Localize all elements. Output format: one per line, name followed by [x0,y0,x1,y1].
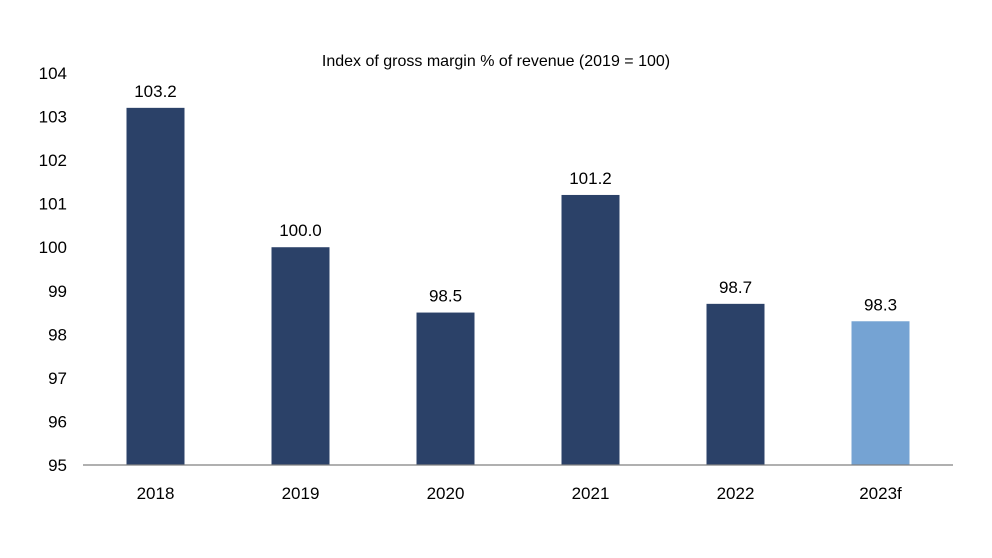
bar-2019 [271,247,330,465]
bar-2023f [851,321,910,465]
data-label-2022: 98.7 [719,278,752,297]
y-tick-label: 96 [48,412,67,431]
bars [126,107,910,465]
data-label-2021: 101.2 [569,169,612,188]
data-label-2023f: 98.3 [864,295,897,314]
y-tick-label: 101 [39,195,67,214]
y-tick-label: 99 [48,282,67,301]
x-tick-label: 2019 [282,484,320,503]
data-labels: 103.2 100.0 98.5 101.2 98.7 98.3 [134,82,897,314]
bar-2022 [706,303,765,465]
data-label-2020: 98.5 [429,287,462,306]
y-tick-label: 97 [48,369,67,388]
bar-2020 [416,312,475,465]
x-tick-label: 2020 [427,484,465,503]
x-tick-label: 2018 [137,484,175,503]
y-tick-label: 100 [39,238,67,257]
y-tick-label: 103 [39,108,67,127]
y-tick-label: 98 [48,325,67,344]
x-tick-label: 2023f [859,484,902,503]
y-tick-label: 104 [39,64,67,83]
x-axis-ticks: 2018 2019 2020 2021 2022 2023f [137,484,902,503]
chart-title: Index of gross margin % of revenue (2019… [322,53,670,70]
data-label-2019: 100.0 [279,221,322,240]
data-label-2018: 103.2 [134,82,177,101]
bar-2021 [561,194,620,465]
bar-2018 [126,107,185,465]
y-tick-label: 102 [39,151,67,170]
x-tick-label: 2021 [572,484,610,503]
y-axis-ticks: 95 96 97 98 99 100 101 102 103 104 [39,64,67,475]
x-tick-label: 2022 [717,484,755,503]
y-tick-label: 95 [48,456,67,475]
